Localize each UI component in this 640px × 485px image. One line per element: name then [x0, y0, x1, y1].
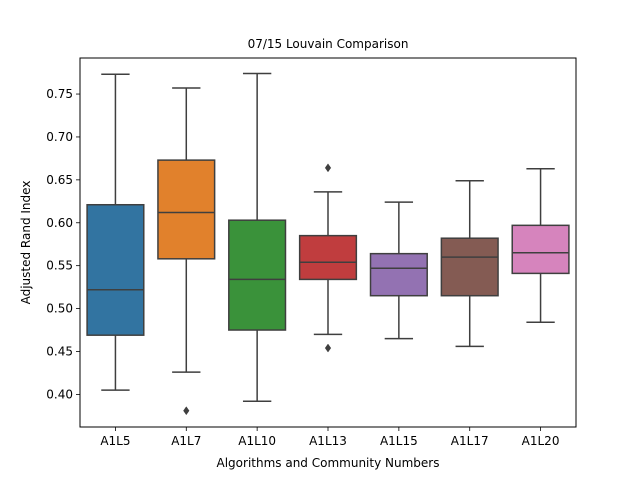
y-axis-label: Adjusted Rand Index	[19, 181, 33, 305]
x-tick-label-a1l20: A1L20	[522, 434, 560, 448]
box-a1l15	[369, 252, 428, 297]
y-tick-label-0-40: 0.40	[46, 387, 73, 401]
outlier-a1l7-1	[183, 406, 190, 416]
y-tick-label-0-70: 0.70	[46, 130, 73, 144]
x-axis-label: Algorithms and Community Numbers	[217, 456, 440, 470]
box-a1l5	[86, 203, 145, 336]
box-a1l20	[511, 224, 570, 275]
y-tick-label-0-75: 0.75	[46, 87, 73, 101]
chart-title: 07/15 Louvain Comparison	[248, 37, 409, 51]
plot-frame	[79, 57, 577, 428]
y-tick-label-0-65: 0.65	[46, 173, 73, 187]
y-axis: 0.40 0.45 0.50 0.55 0.60 0.65 0.70 0.75	[46, 87, 80, 401]
x-tick-label-a1l15: A1L15	[380, 434, 418, 448]
box-group-a1l15	[369, 201, 428, 340]
x-axis: A1L5 A1L7 A1L10 A1L13 A1L15 A1L17 A1L20	[100, 427, 559, 448]
y-tick-label-0-60: 0.60	[46, 216, 73, 230]
outlier-a1l13-2	[324, 343, 332, 353]
x-tick-label-a1l7: A1L7	[171, 434, 201, 448]
box-a1l10	[228, 219, 287, 331]
x-tick-label-a1l10: A1L10	[238, 434, 276, 448]
x-tick-label-a1l17: A1L17	[451, 434, 489, 448]
box-group-a1l5	[86, 73, 145, 391]
box-a1l13	[298, 234, 358, 281]
box-group-a1l20	[511, 167, 570, 324]
x-tick-label-a1l5: A1L5	[100, 434, 130, 448]
box-a1l7	[157, 159, 216, 260]
y-tick-label-0-50: 0.50	[46, 302, 73, 316]
box-group-a1l17	[440, 179, 499, 348]
box-a1l17	[440, 237, 499, 297]
box-group-a1l13	[298, 163, 358, 353]
outlier-a1l13-1	[324, 163, 332, 173]
plot-marks	[86, 72, 570, 416]
y-tick-label-0-45: 0.45	[46, 344, 73, 358]
box-group-a1l7	[157, 87, 216, 416]
x-tick-label-a1l13: A1L13	[309, 434, 347, 448]
y-tick-label-0-55: 0.55	[46, 259, 73, 273]
box-group-a1l10	[228, 72, 287, 403]
